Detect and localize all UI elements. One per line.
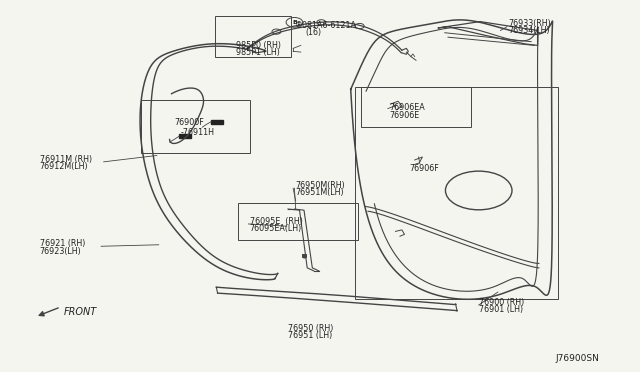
Bar [215,16,291,57]
Text: FRONT: FRONT [64,307,97,317]
Bar [141,100,250,153]
Text: 76934(LH): 76934(LH) [509,26,550,35]
Text: 985P1 (LH): 985P1 (LH) [236,48,280,57]
Text: 76095E  (RH): 76095E (RH) [250,217,303,226]
Text: 76951M(LH): 76951M(LH) [296,188,344,197]
Text: 76901 (LH): 76901 (LH) [479,305,523,314]
Text: ®081A6-6121A: ®081A6-6121A [294,21,356,30]
Polygon shape [179,134,191,138]
Bar [238,203,358,240]
Text: 76921 (RH): 76921 (RH) [40,239,85,248]
Text: 76906EA: 76906EA [389,103,425,112]
Text: 76911M (RH): 76911M (RH) [40,155,92,164]
Polygon shape [211,120,223,124]
Text: 76900 (RH): 76900 (RH) [479,298,524,307]
Text: J76900SN: J76900SN [556,355,600,363]
Bar [361,87,471,127]
Bar [355,87,558,299]
Text: 76095EA(LH): 76095EA(LH) [250,224,302,233]
Text: (16): (16) [305,28,321,37]
Text: 76912M(LH): 76912M(LH) [40,162,88,171]
Text: 76950M(RH): 76950M(RH) [296,181,346,190]
Text: 76923(LH): 76923(LH) [40,247,81,256]
Text: 76900F: 76900F [174,118,204,126]
Text: 985P0 (RH): 985P0 (RH) [236,41,280,50]
Text: -76911H: -76911H [180,128,214,137]
Text: B: B [292,20,297,25]
Text: 76933(RH): 76933(RH) [509,19,552,28]
Text: 76906E: 76906E [389,111,419,120]
Text: 76951 (LH): 76951 (LH) [288,331,332,340]
Text: 76950 (RH): 76950 (RH) [288,324,333,333]
Text: 76906F: 76906F [410,164,439,173]
